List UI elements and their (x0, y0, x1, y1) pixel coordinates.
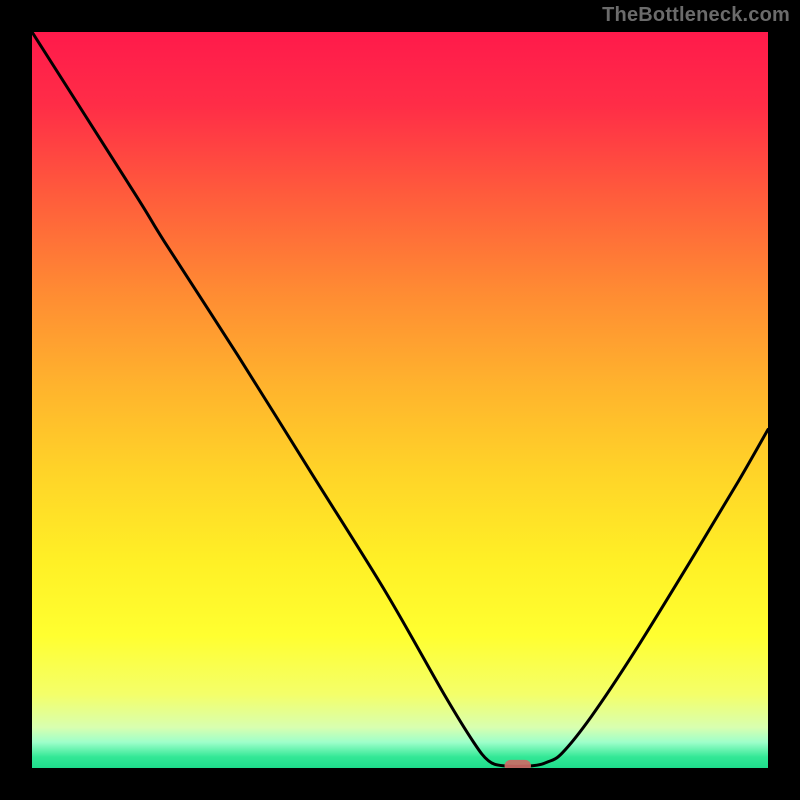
optimum-marker (32, 32, 768, 768)
plot-area (32, 32, 768, 768)
watermark-text: TheBottleneck.com (602, 4, 790, 27)
marker-rect (505, 760, 531, 768)
chart-canvas: TheBottleneck.com (0, 0, 800, 800)
